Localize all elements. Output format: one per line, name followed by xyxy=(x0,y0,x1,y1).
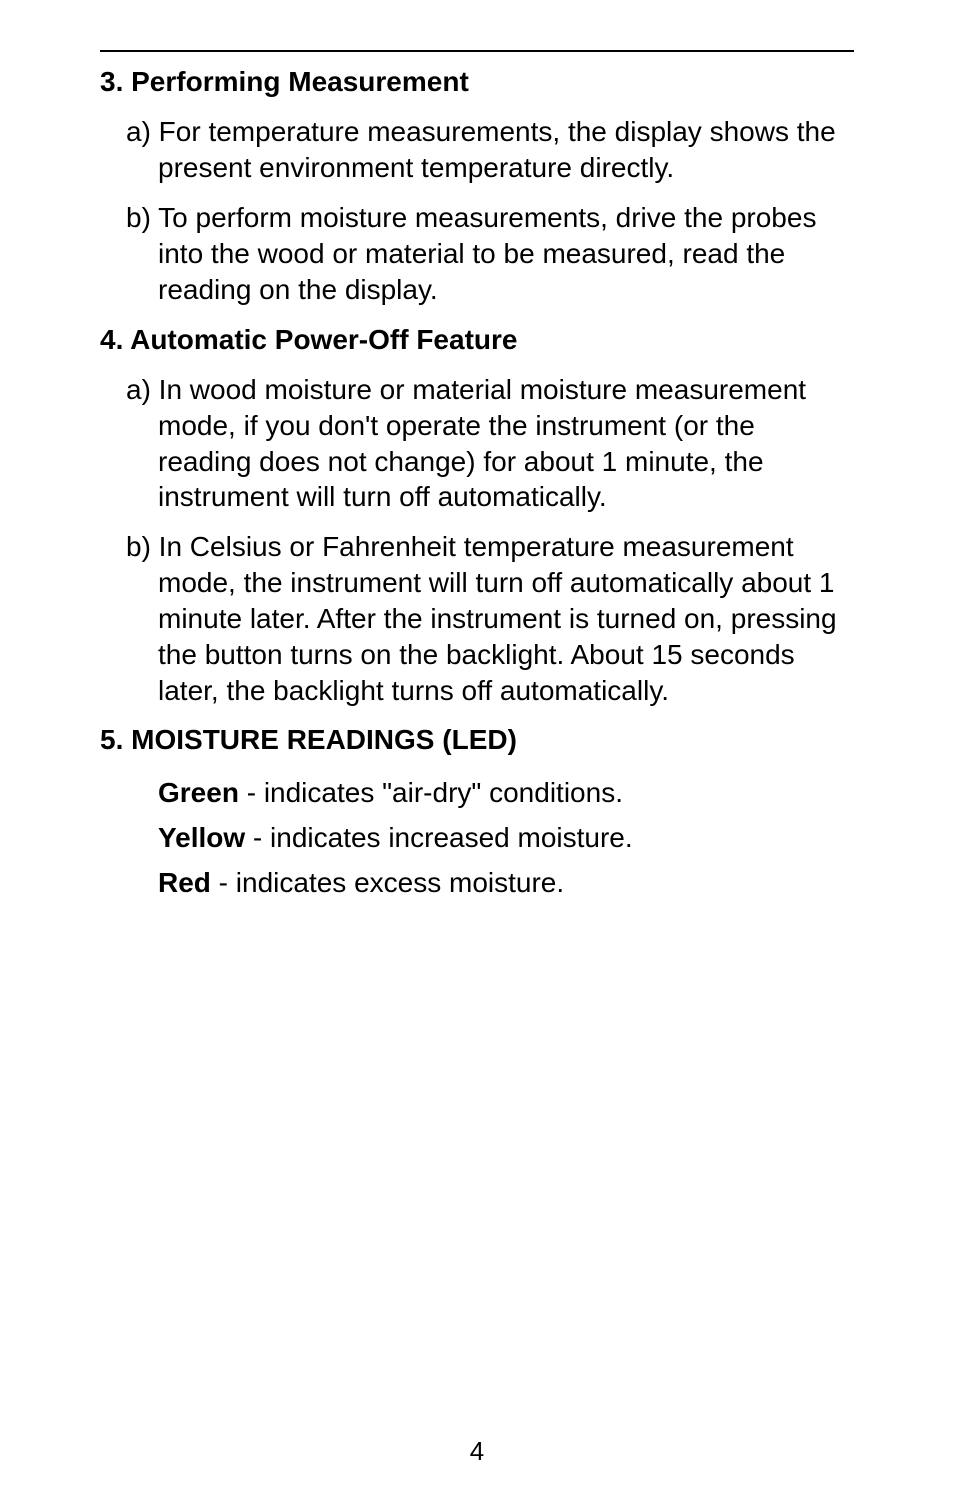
section-3-item-b-text: b) To perform moisture measurements, dri… xyxy=(158,200,854,307)
led-red-label: Red xyxy=(158,867,211,898)
led-green-label: Green xyxy=(158,777,239,808)
page-number: 4 xyxy=(0,1436,954,1467)
led-red-desc: - indicates excess moisture. xyxy=(211,867,564,898)
led-yellow-label: Yellow xyxy=(158,822,245,853)
led-yellow-desc: - indicates increased moisture. xyxy=(245,822,633,853)
led-yellow: Yellow - indicates increased moisture. xyxy=(100,818,854,857)
section-5-heading: 5. MOISTURE READINGS (LED) xyxy=(100,722,854,758)
section-3-heading: 3. Performing Measurement xyxy=(100,64,854,100)
led-green-desc: - indicates "air-dry" conditions. xyxy=(239,777,623,808)
section-4-item-a: a) In wood moisture or material moisture… xyxy=(100,372,854,515)
led-green: Green - indicates "air-dry" conditions. xyxy=(100,773,854,812)
section-4-item-b-text: b) In Celsius or Fahrenheit temperature … xyxy=(158,529,854,708)
led-red: Red - indicates excess moisture. xyxy=(100,863,854,902)
section-4-item-a-text: a) In wood moisture or material moisture… xyxy=(158,372,854,515)
section-4-item-b: b) In Celsius or Fahrenheit temperature … xyxy=(100,529,854,708)
page-content: 3. Performing Measurement a) For tempera… xyxy=(100,50,854,902)
section-3-item-a: a) For temperature measurements, the dis… xyxy=(100,114,854,186)
section-4-heading: 4. Automatic Power-Off Feature xyxy=(100,322,854,358)
section-3-item-a-text: a) For temperature measurements, the dis… xyxy=(158,114,854,186)
section-3-item-b: b) To perform moisture measurements, dri… xyxy=(100,200,854,307)
